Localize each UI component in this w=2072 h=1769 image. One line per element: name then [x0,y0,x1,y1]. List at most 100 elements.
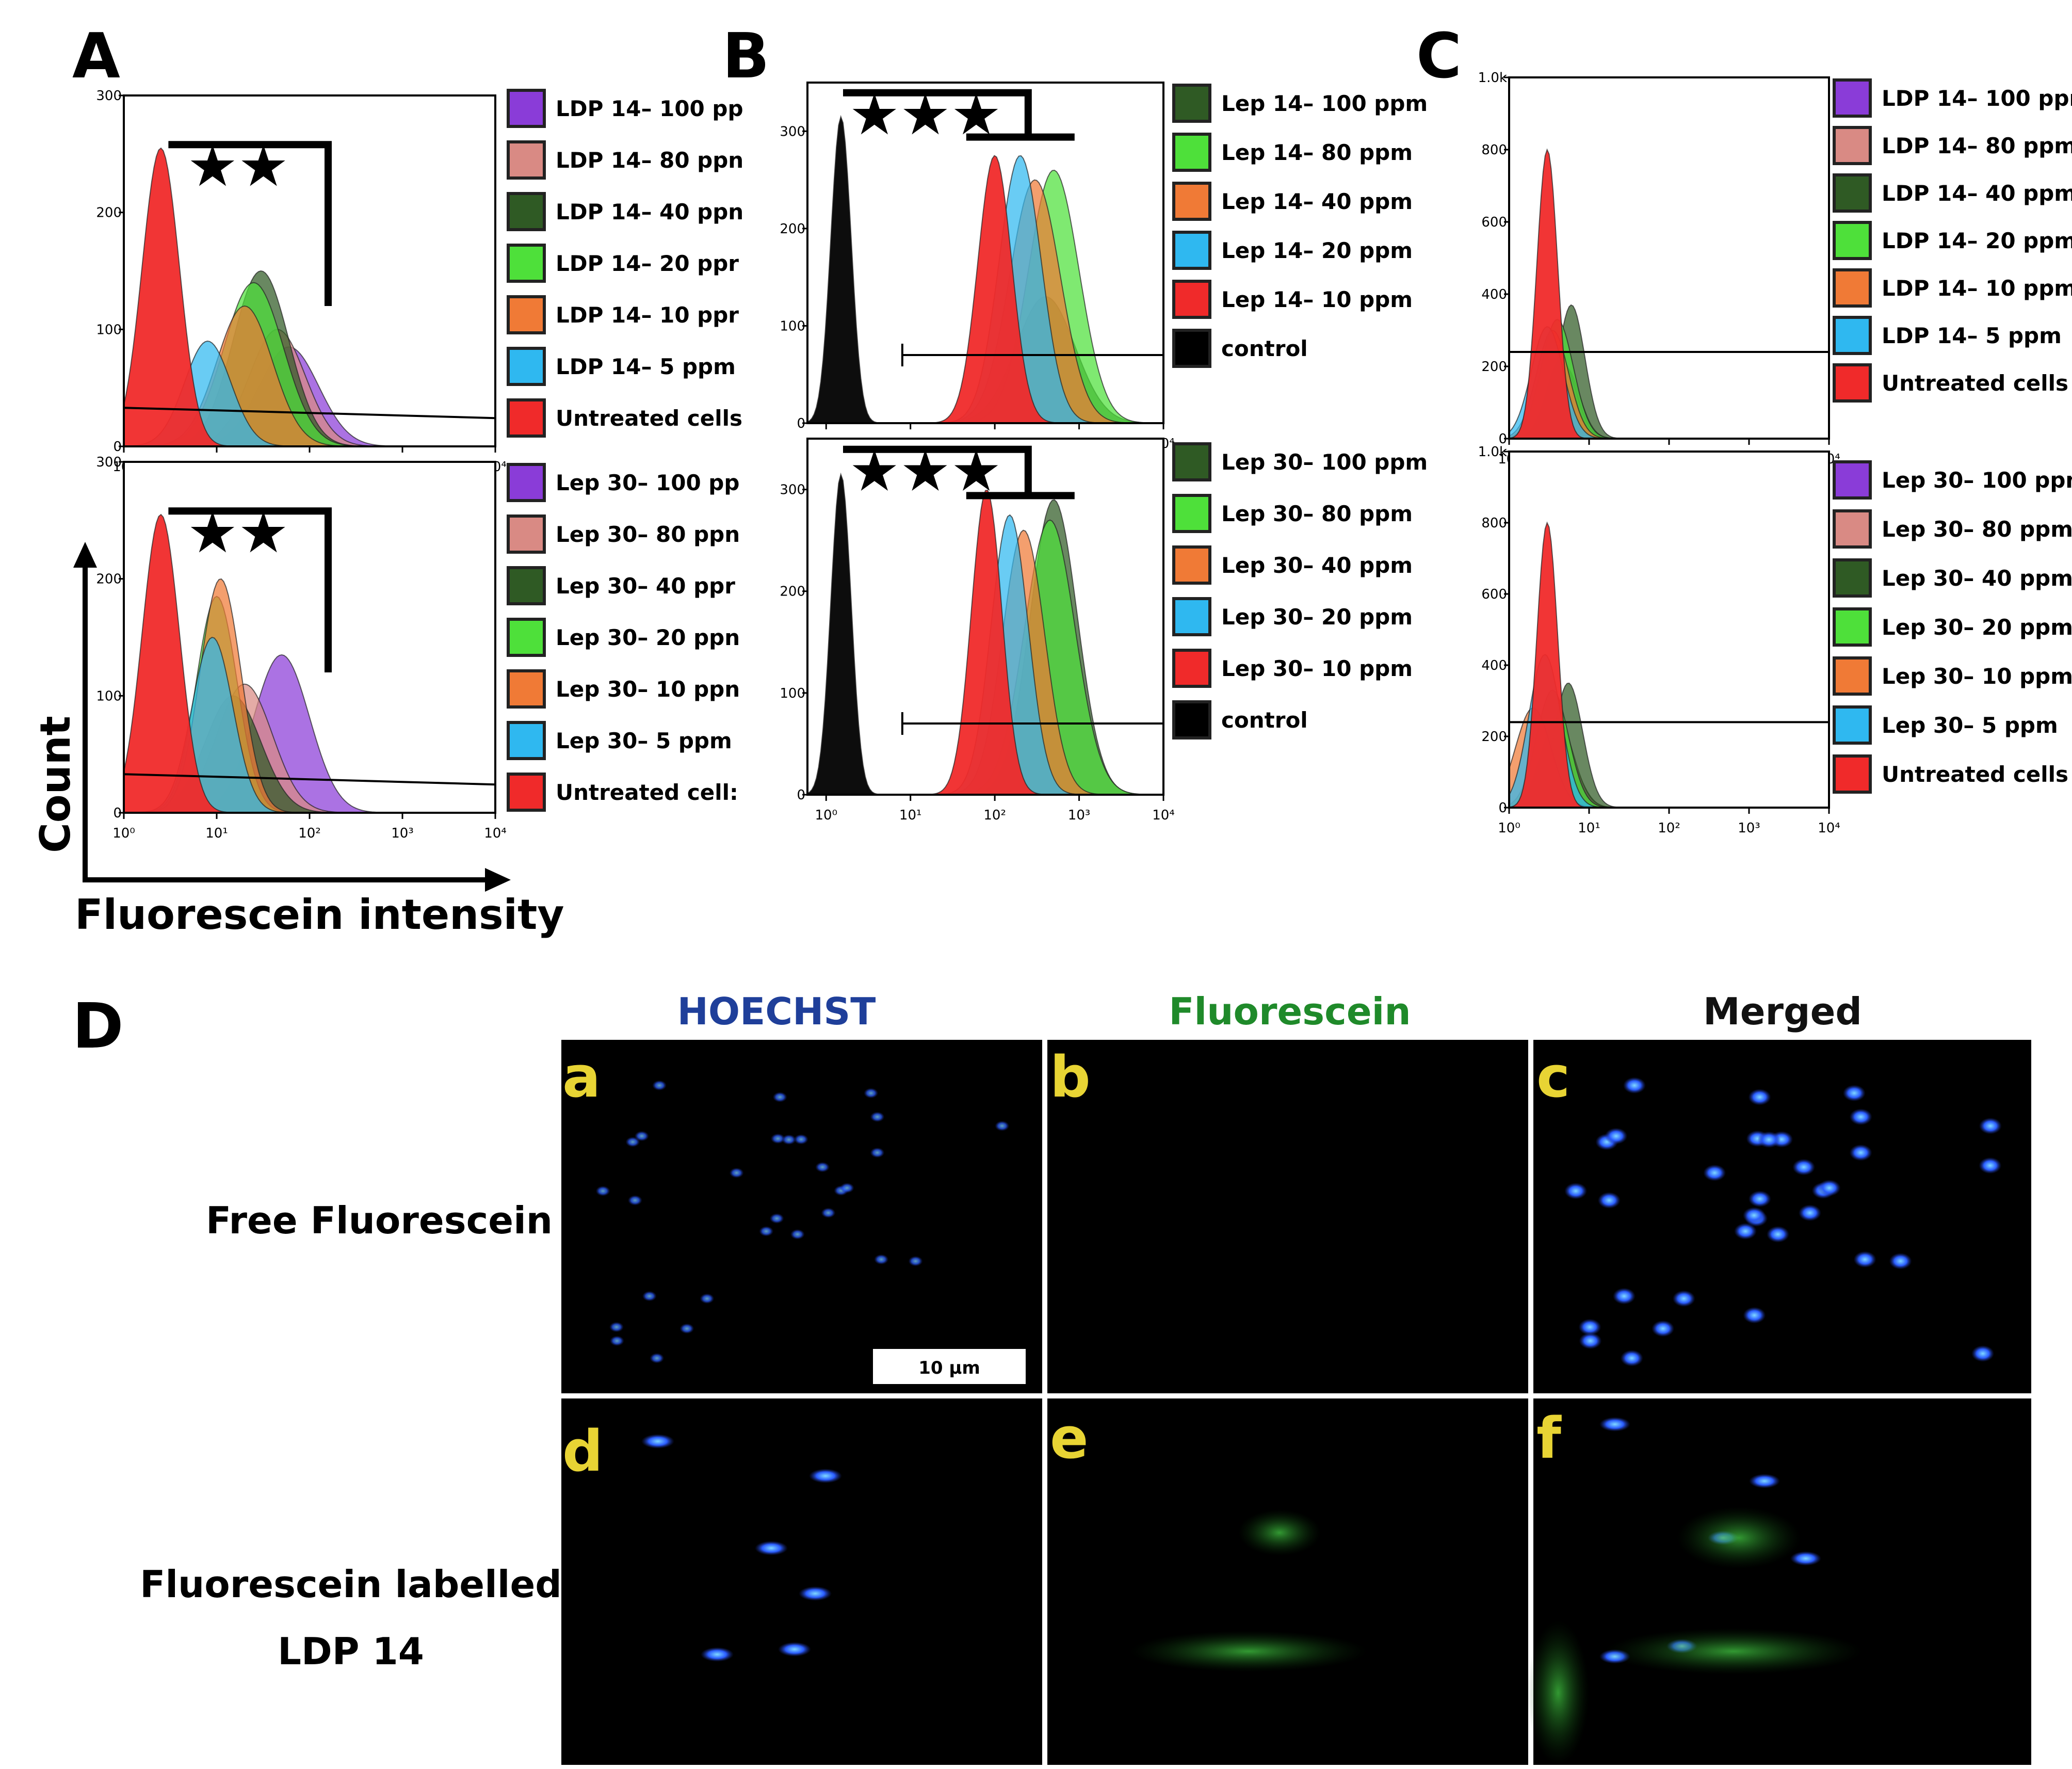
legend-label: LDP 14– 40 ppn [556,199,743,224]
y-tick-label: 100 [780,686,805,701]
nucleus [627,1195,642,1205]
panel-c-letter: C [1416,21,1462,92]
y-tick-label: 400 [1481,658,1507,673]
legend-item: LDP 14– 10 ppr [507,295,739,334]
chart-a-bottom: 10⁰ 10¹ 10² 10³ 10⁴ 0 100 200 300 ★★ Lep 30– 100 p… [96,455,740,841]
nucleus [782,1134,797,1145]
y-tick-label: 0 [113,439,122,455]
legend-item: Lep 14– 80 ppm [1172,133,1413,172]
green-glow-e [1130,1631,1367,1672]
green-glow-e2 [1238,1509,1321,1556]
y-tick-label: 300 [780,483,805,498]
legend-label: LDP 14– 5 ppm [556,354,736,379]
row-label-labelled-line1: Fluorescein labelled [140,1563,562,1606]
legend-swatch [507,89,546,128]
legend-swatch [507,140,546,180]
nucleus [641,1434,674,1449]
nucleus [1612,1288,1636,1305]
x-tick-label: 10² [1658,821,1680,836]
nucleus [1597,1192,1621,1209]
legend-item: Untreated cells [1833,754,2068,794]
image-letter-c: c [1536,1044,1570,1110]
legend-label: LDP 14– 5 ppm [1882,323,2062,348]
image-b [1047,1040,1528,1393]
y-tick-label: 0 [1498,431,1507,447]
legend-swatch [507,295,546,334]
legend-item: Lep 14– 100 ppm [1172,84,1428,123]
count-label: Count [31,716,79,853]
legend-swatch [1833,607,1872,647]
legend-label: LDP 14– 10 ppr [556,302,739,328]
legend-item: Untreated cells [507,398,742,438]
x-tick-label: 10¹ [899,808,922,823]
nucleus [634,1131,649,1141]
nucleus [1818,1179,1841,1196]
legend-swatch [1172,442,1211,481]
flow-cytometry-charts: 10⁰ 10¹ 10² 10³ 10⁴ 0 100 200 300 ★★ LDP 14– 100 p… [96,70,2072,841]
nucleus [1599,1417,1630,1432]
legend-swatch [507,514,546,554]
y-tick-label: 600 [1481,215,1507,230]
nucleus [1849,1144,1872,1161]
legend-item: LDP 14– 10 ppm [1833,268,2072,308]
nucleus [1564,1182,1588,1199]
nucleus [1749,1474,1780,1488]
legend-item: LDP 14– 20 ppm [1833,221,2072,260]
legend-item: Untreated cells [1833,363,2068,403]
legend-label: Untreated cells [1882,762,2068,787]
x-tick-label: 10² [298,826,321,841]
nucleus [1734,1223,1757,1240]
microscopy-grid: HOECHST Fluorescein Merged Free Fluoresc… [140,990,2031,1765]
panel-a-axis-arrows [73,542,511,892]
nucleus [729,1167,744,1178]
legend-item: Lep 14– 10 ppm [1172,280,1413,319]
legend-item: Lep 30– 20 ppm [1833,607,2072,647]
legend-label: Lep 30– 10 ppn [556,677,740,702]
nucleus [679,1323,694,1334]
column-header-hoechst: HOECHST [677,990,876,1033]
legend-item: LDP 14– 100 pp [507,89,743,128]
legend-swatch [1833,268,1872,308]
significance-stars: ★★★ [849,82,1001,148]
nucleus [1623,1077,1646,1094]
y-tick-label: 200 [96,205,122,221]
nucleus [652,1080,667,1091]
nucleus [864,1088,879,1099]
legend-label: Lep 14– 20 ppm [1221,238,1413,263]
nucleus [1742,1207,1766,1224]
legend-label: Lep 30– 10 ppm [1882,664,2072,689]
legend-item: Lep 30– 10 ppn [507,669,740,709]
y-tick-label: 100 [96,688,122,704]
legend-item: Lep 30– 40 ppr [507,566,735,605]
legend-label: Untreated cell: [556,780,738,805]
legend-label: control [1221,707,1308,733]
legend-label: LDP 14– 20 ppm [1882,228,2072,253]
legend-label: Lep 30– 100 ppm [1221,449,1428,475]
legend-swatch [507,463,546,502]
panel-a-letter: A [72,21,120,92]
legend-swatch [1833,558,1872,598]
nucleus [995,1120,1010,1131]
legend-swatch [507,347,546,386]
image-d [561,1398,1042,1765]
legend-swatch [1833,509,1872,549]
legend-swatch [1172,231,1211,270]
nucleus [1792,1159,1816,1176]
x-tick-label: 10¹ [1578,821,1600,836]
significance-bracket [843,445,1032,496]
legend-swatch [507,398,546,438]
legend-swatch [507,773,546,812]
legend-item: LDP 14– 100 ppm [1833,78,2072,118]
legend-swatch [1833,173,1872,213]
nucleus [1853,1251,1876,1268]
legend-label: Lep 30– 80 ppm [1882,517,2072,542]
nucleus [870,1112,885,1122]
legend-item: Lep 30– 40 ppm [1172,545,1413,585]
legend-swatch [507,721,546,760]
legend-item: Lep 14– 40 ppm [1172,182,1413,221]
image-letter-f: f [1536,1405,1562,1471]
x-tick-label: 10⁰ [815,808,838,823]
legend-label: LDP 14– 80 ppn [556,148,743,173]
